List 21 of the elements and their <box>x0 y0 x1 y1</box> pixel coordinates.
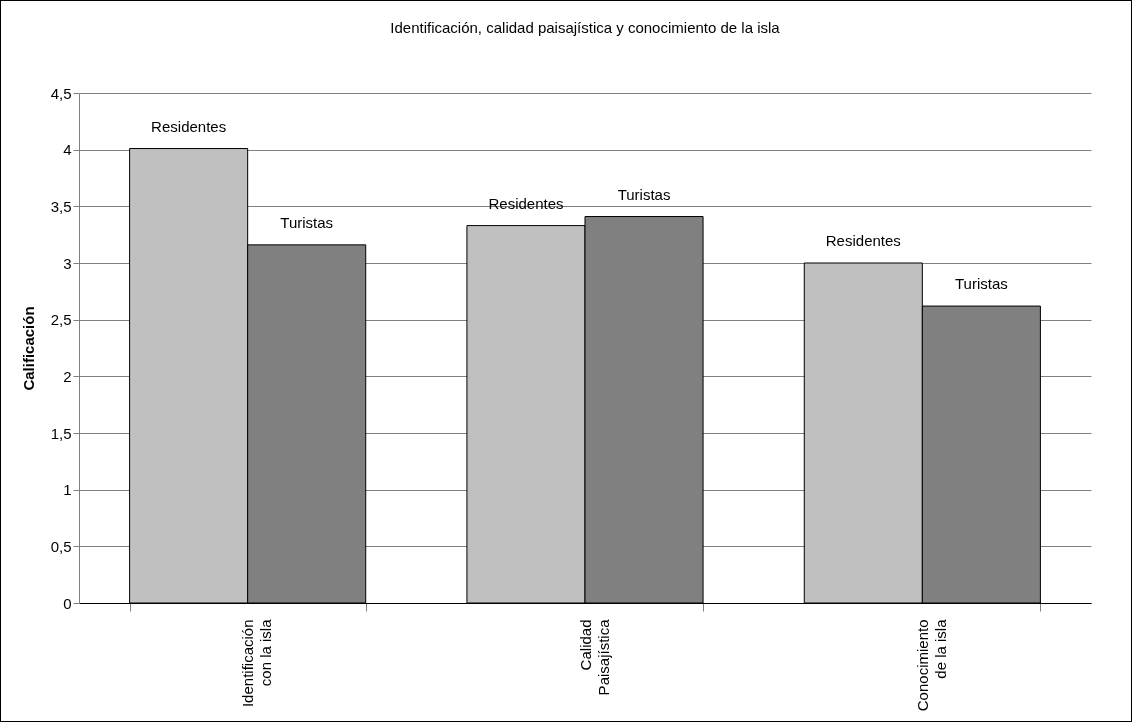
y-tick-label: 1 <box>63 481 72 499</box>
series-label: Turistas <box>280 213 334 231</box>
y-axis-title: Calificación <box>19 306 37 391</box>
text: Residentes <box>488 194 564 212</box>
x-tick-label: Calidad Paisajística <box>576 618 612 696</box>
series-label: Residentes <box>151 117 227 135</box>
y-tick-label: 4 <box>63 141 72 159</box>
chart-title: Identificación, calidad paisajística y conocimiento de la isla <box>390 19 781 36</box>
y-tick-label: 3,5 <box>50 197 72 215</box>
x-tick-label: Conocimiento de la isla <box>913 618 949 712</box>
text: Turistas <box>617 185 671 203</box>
y-tick-label: 2 <box>63 367 72 385</box>
y-tick-label: 0,5 <box>50 537 72 555</box>
y-tick-label: 1,5 <box>50 424 72 442</box>
y-tick-label: 2,5 <box>50 311 72 329</box>
text: Residentes <box>825 232 901 249</box>
x-tick-label: Identificación con la isla <box>239 618 275 708</box>
y-tick-label: 4,5 <box>50 84 72 102</box>
y-tick-label: 3 <box>63 254 72 272</box>
text: Turistas <box>954 275 1008 293</box>
y-tick-label: 0 <box>63 594 72 612</box>
